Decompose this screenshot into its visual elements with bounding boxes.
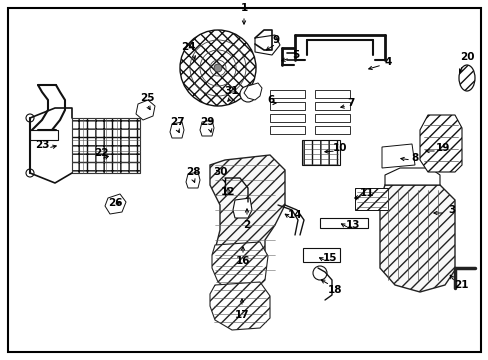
Text: 22: 22 [94,148,108,158]
Polygon shape [302,140,339,165]
Circle shape [214,64,222,72]
Polygon shape [212,242,267,292]
Polygon shape [30,130,58,140]
Polygon shape [314,114,349,122]
Text: 17: 17 [234,310,249,320]
Text: 7: 7 [346,98,354,108]
Text: 5: 5 [292,50,299,60]
Polygon shape [269,90,305,98]
Circle shape [312,266,326,280]
Text: 16: 16 [235,256,250,266]
Text: 10: 10 [332,143,346,153]
Text: 8: 8 [410,153,418,163]
Text: 29: 29 [200,117,214,127]
Polygon shape [105,194,126,214]
Polygon shape [314,90,349,98]
Circle shape [180,30,256,106]
Text: 2: 2 [243,220,250,230]
Polygon shape [269,114,305,122]
Polygon shape [384,168,439,185]
Polygon shape [269,102,305,110]
Text: 23: 23 [35,140,49,150]
Text: 15: 15 [322,253,337,263]
Polygon shape [244,83,262,100]
Text: 13: 13 [345,220,360,230]
Polygon shape [185,172,200,188]
Text: 25: 25 [140,93,154,103]
Polygon shape [303,248,339,262]
Polygon shape [72,118,140,173]
Text: 18: 18 [327,285,342,295]
Polygon shape [379,185,454,292]
Polygon shape [209,155,285,290]
Text: 30: 30 [213,167,228,177]
Polygon shape [209,282,269,330]
Text: 11: 11 [359,188,373,198]
Text: 6: 6 [267,95,274,105]
Polygon shape [269,126,305,134]
Text: 1: 1 [240,3,247,13]
Text: 21: 21 [453,280,468,290]
Text: 9: 9 [272,35,279,45]
Text: 20: 20 [459,52,473,62]
Polygon shape [200,120,214,136]
Circle shape [26,169,34,177]
Text: 24: 24 [181,42,195,52]
Polygon shape [354,188,387,210]
Polygon shape [170,122,183,138]
Text: 19: 19 [435,143,449,153]
Polygon shape [314,126,349,134]
Text: 27: 27 [169,117,184,127]
Polygon shape [254,35,280,55]
Polygon shape [136,100,155,120]
Polygon shape [419,115,461,172]
Text: 26: 26 [107,198,122,208]
Text: 4: 4 [384,57,391,67]
Text: 3: 3 [447,205,455,215]
Circle shape [240,86,256,102]
Polygon shape [214,170,227,186]
Text: 31: 31 [224,86,239,96]
Ellipse shape [458,65,474,91]
Text: 28: 28 [185,167,200,177]
Polygon shape [232,198,251,218]
Polygon shape [319,218,367,228]
Polygon shape [381,144,414,168]
Text: 12: 12 [220,187,235,197]
Circle shape [26,114,34,122]
Polygon shape [314,102,349,110]
Text: 14: 14 [287,210,302,220]
